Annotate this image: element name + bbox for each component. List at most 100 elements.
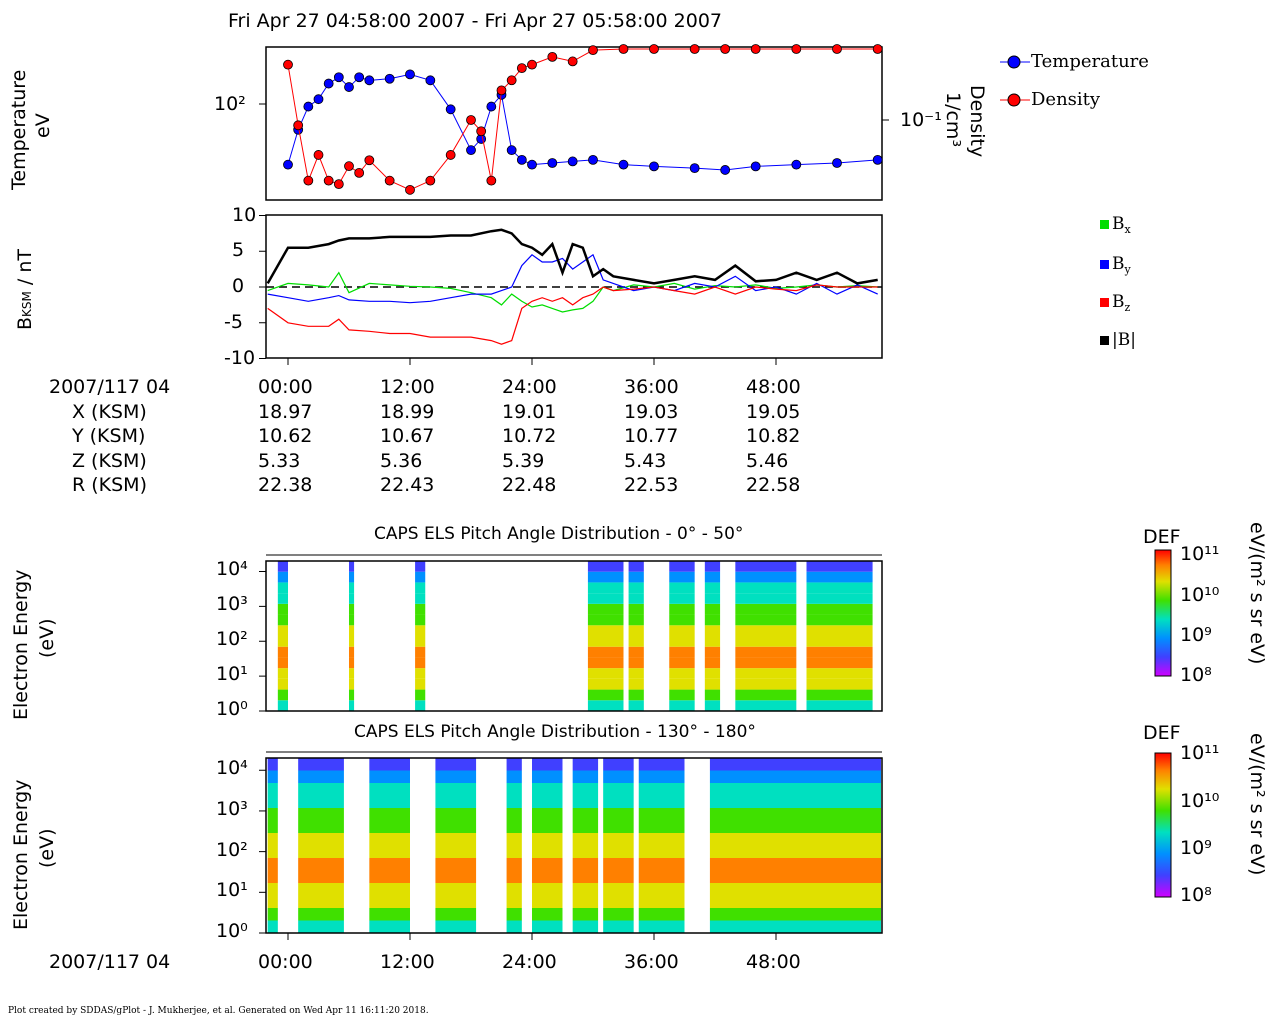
heatmap-cell [638, 808, 685, 821]
heatmap-cell [349, 646, 355, 658]
energy-tick-label: 10⁰ [216, 698, 248, 720]
heatmap-cell [628, 678, 644, 690]
temperature-point [720, 165, 731, 175]
heatmap-cell [369, 845, 410, 858]
density-point [496, 85, 507, 96]
energy-tick-label: 10⁴ [216, 558, 248, 581]
field-series [266, 228, 878, 345]
heatmap-cell [349, 561, 355, 572]
heatmap-cell [669, 657, 695, 669]
heatmap-cell [735, 678, 797, 690]
density-point [445, 150, 456, 160]
heatmap-cell [532, 908, 563, 921]
heatmap-cell [628, 668, 644, 679]
field-tick-label: 0 [232, 275, 245, 297]
heatmap-cell [628, 571, 644, 583]
heatmap-cell [506, 883, 522, 896]
heatmap-cell [415, 614, 426, 626]
heatmap-cell [435, 833, 477, 846]
density-point [333, 179, 344, 190]
ephemeris-cell: 48:00 [746, 376, 801, 398]
heatmap-cell [369, 858, 410, 871]
heatmap-cell [806, 657, 873, 669]
heatmap-cell [267, 808, 278, 821]
heatmap-cell [572, 920, 599, 933]
heatmap-cell [532, 820, 563, 833]
heatmap-cell [628, 700, 644, 711]
ephemeris-row-label-3: Z (KSM) [72, 450, 147, 472]
temperature-point [354, 72, 365, 83]
temperature-point [588, 154, 598, 165]
spec2-cbar-tick-0: 10¹¹ [1180, 742, 1220, 764]
energy-tick-label: 10¹ [216, 879, 248, 902]
heatmap-cell [709, 870, 881, 883]
heatmap-cell [628, 614, 644, 626]
heatmap-cell [415, 657, 426, 669]
heatmap-cell [704, 700, 721, 711]
heatmap-cell [735, 593, 797, 604]
heatmap-cell [603, 783, 634, 796]
heatmap-cell [735, 700, 797, 711]
heatmap-cell [298, 783, 344, 796]
spec1-cbar-tick-3: 10⁸ [1180, 664, 1212, 686]
heatmap-cell [572, 833, 599, 846]
heatmap-cell [628, 603, 644, 615]
heatmap-cell [572, 908, 599, 921]
ephemeris-cell: 5.33 [258, 450, 301, 472]
heatmap-cell [435, 870, 477, 883]
spec1-ylabel: Electron Energy [10, 569, 32, 721]
temperature-point [283, 159, 293, 170]
heatmap-cell [669, 603, 695, 615]
temperature-point [405, 69, 415, 80]
field-tick-label: 5 [232, 239, 245, 262]
heatmap-cell [415, 625, 426, 636]
density-point [466, 115, 476, 125]
heatmap-cell [735, 561, 797, 572]
heatmap-cell [506, 895, 522, 908]
heatmap-cell [735, 603, 797, 615]
heatmap-cell [277, 700, 288, 711]
heatmap-cell [369, 758, 410, 771]
heatmap-cell [603, 883, 634, 896]
heatmap-cell [704, 571, 721, 583]
heatmap-cell [709, 908, 881, 921]
energy-tick-label: 10³ [216, 797, 248, 820]
heatmap-cell [587, 678, 624, 690]
temperature-point [750, 161, 761, 172]
plasma-panel-frame [265, 46, 883, 201]
bottom-tick-label: 00:00 [258, 951, 313, 973]
heatmap-cell [506, 833, 522, 846]
field-legend: Bx By Bz |B| [1100, 214, 1136, 368]
heatmap-cell [628, 593, 644, 604]
density-tick-label: 10⁻¹ [900, 109, 942, 131]
ephemeris-cell: 22.53 [624, 474, 679, 496]
density-point [872, 44, 883, 54]
heatmap-cell [349, 636, 355, 647]
density-point [476, 126, 487, 137]
density-point [618, 44, 629, 54]
heatmap-cell [587, 561, 624, 572]
heatmap-cell [704, 636, 721, 647]
density-point [506, 75, 517, 86]
spec2-heatmap [267, 758, 881, 933]
heatmap-cell [506, 795, 522, 808]
heatmap-cell [267, 770, 278, 783]
spec1-cbar-tick-0: 10¹¹ [1180, 543, 1220, 565]
ephemeris-cell: 18.99 [380, 401, 435, 423]
spec2-colorbar [1154, 752, 1172, 898]
bottom-tick-label: 12:00 [380, 951, 435, 973]
ephemeris-cell: 10.72 [502, 425, 557, 447]
spec1-cbar-unit: eV/(m² s sr eV) [1246, 522, 1268, 665]
temperature-point [527, 159, 537, 170]
heatmap-cell [603, 820, 634, 833]
heatmap-cell [704, 678, 721, 690]
heatmap-cell [806, 561, 873, 572]
ephemeris-cell: 22.43 [380, 474, 435, 496]
heatmap-cell [572, 783, 599, 796]
heatmap-cell [806, 636, 873, 647]
heatmap-cell [298, 870, 344, 883]
heatmap-cell [267, 795, 278, 808]
heatmap-cell [435, 858, 477, 871]
heatmap-cell [628, 657, 644, 669]
heatmap-cell [603, 858, 634, 871]
